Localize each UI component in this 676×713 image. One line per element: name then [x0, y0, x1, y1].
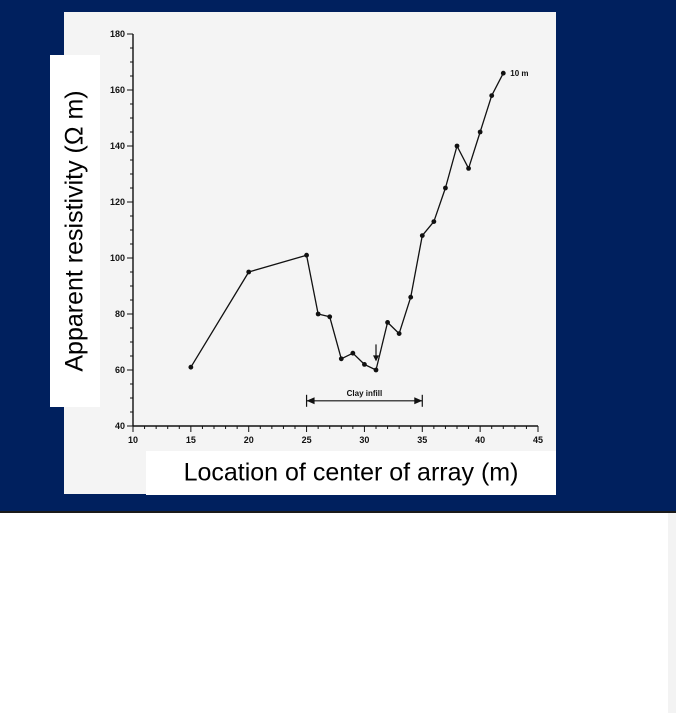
y-tick-label: 40 [115, 421, 125, 431]
x-tick-label: 15 [186, 435, 196, 445]
banner-divider [0, 511, 676, 513]
y-tick-label: 180 [110, 29, 125, 39]
data-point [466, 166, 471, 171]
data-point [396, 331, 402, 336]
data-point [188, 364, 194, 370]
data-point [454, 143, 460, 149]
clay-infill-arrow-right [414, 397, 423, 405]
x-axis-label-box [146, 451, 556, 495]
data-point [489, 93, 495, 98]
series-label: 10 m [510, 69, 528, 78]
data-point [408, 294, 414, 300]
x-tick-label: 35 [417, 435, 427, 445]
x-tick-label: 25 [302, 435, 312, 445]
data-point [443, 185, 448, 191]
series-line [190, 72, 504, 371]
data-point [315, 311, 321, 317]
data-point [246, 269, 252, 275]
marker-arrow-head [373, 355, 379, 362]
data-point [431, 219, 437, 225]
x-tick-label: 10 [128, 435, 138, 445]
data-point [477, 129, 483, 135]
x-tick-label: 20 [244, 435, 254, 445]
data-point [373, 367, 379, 373]
data-point [500, 70, 506, 76]
data-point [327, 314, 333, 320]
data-point [419, 233, 425, 239]
y-tick-label: 80 [115, 309, 125, 319]
slide-edge [668, 513, 676, 713]
y-tick-label: 120 [110, 197, 125, 207]
x-tick-label: 40 [475, 435, 485, 445]
data-point [362, 362, 367, 367]
y-axis-label-box [50, 55, 100, 407]
chart-figure: 10 15 20 25 30 35 40 45 40 60 80 100 120 140 160 180 10 … [64, 12, 556, 494]
y-tick-label: 160 [110, 85, 125, 95]
data-point [385, 320, 390, 325]
clay-infill-arrow-left [306, 397, 315, 405]
x-tick-label: 30 [359, 435, 369, 445]
data-point [350, 350, 356, 356]
clay-infill-label: Clay infill [347, 389, 383, 398]
x-tick-label: 45 [533, 435, 543, 445]
y-tick-label: 140 [110, 141, 125, 151]
y-tick-label: 100 [110, 253, 125, 263]
data-point [304, 252, 309, 258]
data-point [338, 356, 344, 362]
y-tick-label: 60 [115, 365, 125, 375]
resistivity-chart: 10 15 20 25 30 35 40 45 40 60 80 100 120 140 160 180 10 … [110, 29, 543, 445]
x-axis-label: Location of center of array (m) [183, 458, 519, 487]
y-axis-label: Apparent resistivity (Ω m) [60, 90, 89, 372]
